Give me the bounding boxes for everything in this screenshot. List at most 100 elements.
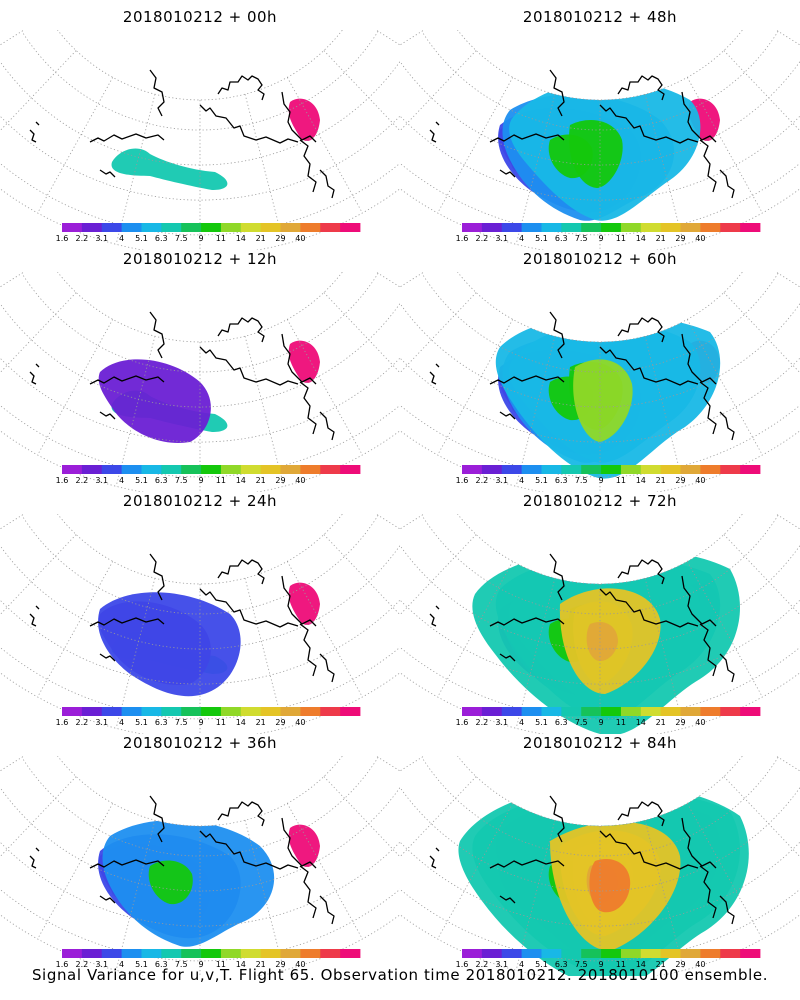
colorbar-label: 29 [675,718,685,727]
colorbar-label: 1.6 [456,476,469,485]
colorbar-swatch [161,223,182,232]
colorbar-swatch [501,707,522,716]
colorbar-swatch [660,465,681,474]
colorbar: 1.6 2.2 3.1 4 5.1 6.3 7.5 9 11 14 21 29 40 [56,707,361,727]
map-panel: 1.6 2.2 3.1 4 5.1 6.3 7.5 9 11 14 21 29 40 [400,514,800,734]
colorbar: 1.6 2.2 3.1 4 5.1 6.3 7.5 9 11 14 21 29 40 [456,949,761,969]
coastline [29,69,335,199]
colorbar-label: 3.1 [495,234,508,243]
colorbar-label: 7.5 [575,476,588,485]
colorbar-swatch [280,465,301,474]
colorbar-swatch [740,707,761,716]
colorbar-label: 2.2 [476,718,489,727]
colorbar: 1.6 2.2 3.1 4 5.1 6.3 7.5 9 11 14 21 29 40 [456,465,761,485]
colorbar-swatch [501,465,522,474]
colorbar-label: 2.2 [476,960,489,969]
colorbar-swatch [740,223,761,232]
colorbar-label: 2.2 [476,234,489,243]
colorbar-swatch [541,707,562,716]
colorbar-swatch [720,949,741,958]
colorbar-swatch [620,223,642,232]
colorbar-label: 7.5 [175,960,188,969]
colorbar-swatch [640,707,662,716]
lat-lon-grid [0,272,400,492]
colorbar-swatch [620,465,642,474]
colorbar-swatch [220,465,242,474]
colorbar-swatch [101,707,122,716]
colorbar-swatch [481,465,503,474]
signal-variance-field [458,784,749,976]
colorbar-label: 4 [519,234,524,243]
colorbar-label: 9 [599,718,604,727]
colorbar-label: 40 [695,234,705,243]
colorbar-swatch [121,707,142,716]
colorbar-swatch [462,707,483,716]
colorbar-label: 2.2 [76,476,89,485]
colorbar-label: 9 [199,476,204,485]
colorbar-swatch [181,465,202,474]
colorbar-swatch [541,949,562,958]
colorbar-swatch [462,223,483,232]
colorbar-swatch [320,949,341,958]
colorbar-label: 14 [636,234,646,243]
map-panel: 1.6 2.2 3.1 4 5.1 6.3 7.5 9 11 14 21 29 40 [0,30,400,250]
colorbar-label: 21 [656,718,666,727]
colorbar-label: 9 [199,234,204,243]
colorbar-label: 2.2 [476,476,489,485]
colorbar-swatch [601,223,622,232]
colorbar-label: 5.1 [135,476,148,485]
colorbar-label: 21 [656,234,666,243]
colorbar-label: 11 [616,234,626,243]
colorbar-swatch [121,949,142,958]
colorbar-swatch [640,465,662,474]
colorbar-label: 14 [236,476,246,485]
panel-title: 2018010212 + 48h [522,8,678,26]
colorbar-swatch [501,223,522,232]
lat-lon-grid [400,756,800,976]
colorbar-swatch [300,949,321,958]
colorbar-swatch [601,465,622,474]
colorbar-label: 14 [636,718,646,727]
colorbar-label: 29 [275,476,285,485]
colorbar-swatch [521,223,542,232]
colorbar-label: 1.6 [56,234,69,243]
colorbar-swatch [201,707,222,716]
colorbar-swatch [220,949,242,958]
colorbar-label: 7.5 [575,960,588,969]
colorbar-swatch [260,707,281,716]
colorbar-swatch [700,949,721,958]
colorbar-swatch [561,707,582,716]
colorbar-swatch [740,465,761,474]
colorbar-label: 6.3 [555,960,568,969]
colorbar-swatch [300,465,321,474]
colorbar-label: 11 [216,960,226,969]
colorbar-label: 29 [275,234,285,243]
colorbar-swatch [340,949,361,958]
colorbar-label: 11 [616,476,626,485]
colorbar-label: 5.1 [535,960,548,969]
coastline [29,311,335,441]
colorbar-label: 4 [119,960,124,969]
colorbar-label: 5.1 [135,718,148,727]
colorbar-label: 11 [216,476,226,485]
colorbar-swatch [521,707,542,716]
colorbar-label: 40 [295,960,305,969]
colorbar-swatch [640,949,662,958]
colorbar-label: 1.6 [56,960,69,969]
colorbar-swatch [481,223,503,232]
colorbar-swatch [81,465,103,474]
signal-variance-field [98,819,320,947]
colorbar-swatch [240,949,262,958]
colorbar-swatch [581,707,602,716]
colorbar-swatch [280,949,301,958]
colorbar-label: 3.1 [95,234,108,243]
colorbar-swatch [660,223,681,232]
colorbar-label: 14 [236,960,246,969]
colorbar-swatch [481,707,503,716]
colorbar-label: 9 [599,234,604,243]
colorbar-swatch [340,707,361,716]
colorbar: 1.6 2.2 3.1 4 5.1 6.3 7.5 9 11 14 21 29 40 [56,223,361,243]
colorbar-label: 3.1 [95,960,108,969]
colorbar-swatch [680,949,701,958]
colorbar-label: 29 [275,960,285,969]
